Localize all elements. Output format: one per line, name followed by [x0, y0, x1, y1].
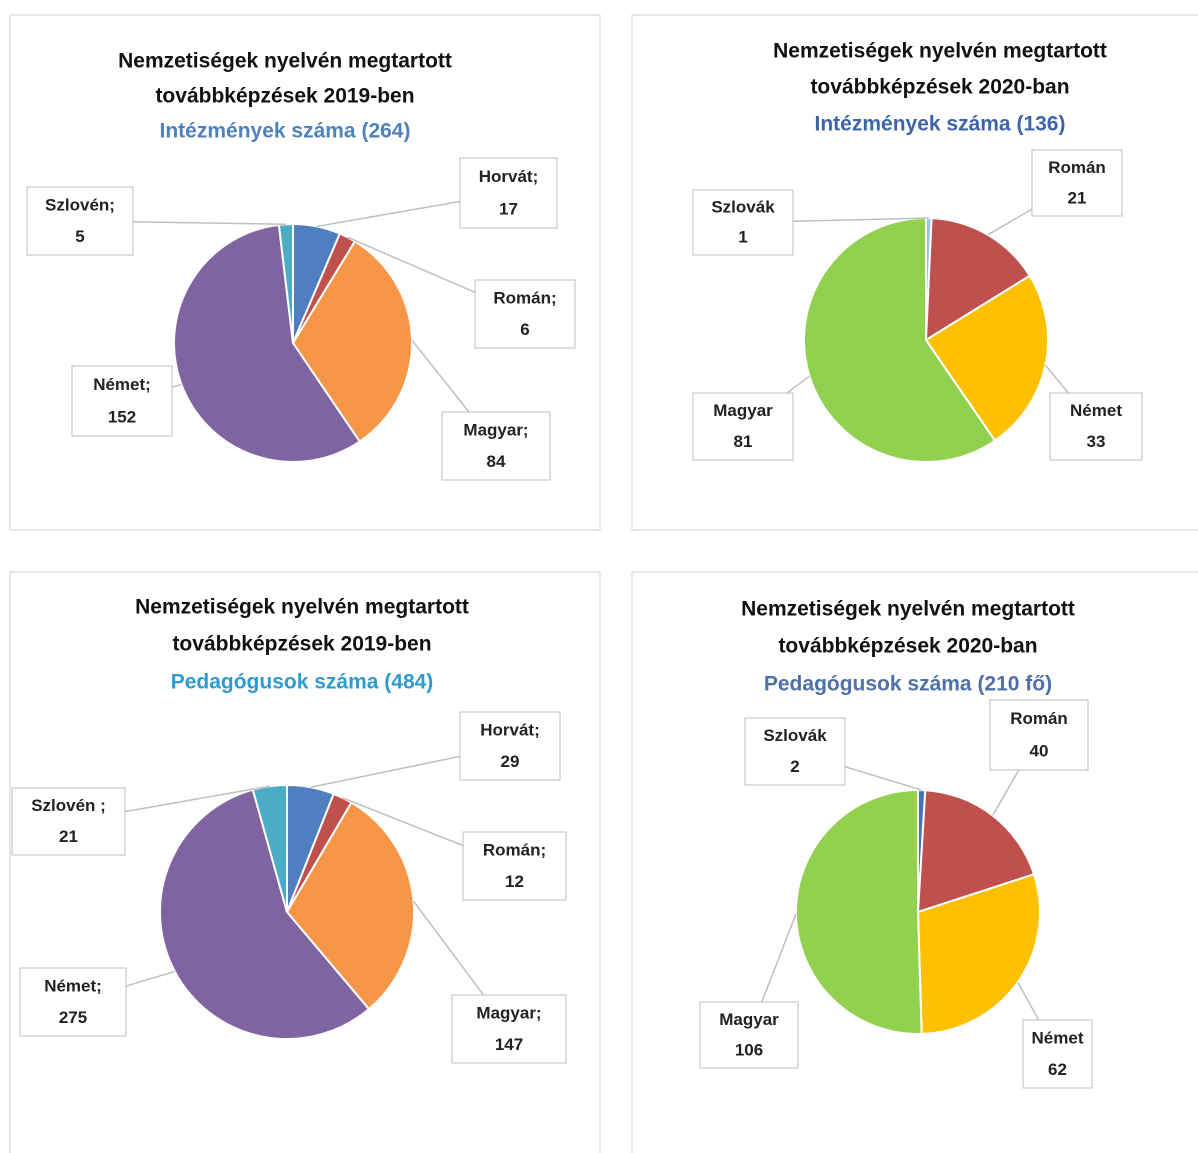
- label-value: 6: [520, 320, 529, 339]
- chart-title: Nemzetiségek nyelvén megtartott: [135, 596, 469, 619]
- label-value: 1: [738, 228, 747, 247]
- label-name: Német: [1032, 1029, 1084, 1048]
- label-value: 84: [487, 452, 506, 471]
- label-value: 275: [59, 1008, 87, 1027]
- chart-title: továbbképzések 2020-ban: [810, 76, 1069, 99]
- label-box: [11, 787, 126, 856]
- panel: [631, 571, 1198, 1153]
- chart-title: Nemzetiségek nyelvén megtartott: [118, 50, 452, 73]
- label-value: 2: [790, 757, 799, 776]
- label-value: 106: [735, 1040, 763, 1059]
- chart-subtitle: Intézmények száma (136): [815, 113, 1066, 136]
- label-name: Román: [1048, 158, 1106, 177]
- label-name: Német;: [44, 977, 102, 996]
- panel: [9, 14, 601, 531]
- label-name: Szlovák: [763, 726, 827, 745]
- label-name: Horvát;: [480, 721, 540, 740]
- panel: [9, 571, 601, 1153]
- pie-slice: [159, 788, 371, 1040]
- chart-subtitle: Pedagógusok száma (210 fő): [764, 673, 1052, 696]
- pie-slice: [924, 274, 1049, 443]
- label-value: 33: [1087, 432, 1106, 451]
- label-name: Magyar: [713, 401, 773, 420]
- label-box: [26, 186, 134, 256]
- label-box: [699, 1001, 799, 1069]
- label-value: 40: [1030, 741, 1049, 760]
- label-box: [19, 967, 127, 1037]
- label-name: Német;: [93, 375, 151, 394]
- chart-title: továbbképzések 2019-ben: [172, 633, 431, 656]
- label-box: [474, 279, 576, 349]
- label-box: [1022, 1019, 1093, 1089]
- label-name: Magyar: [719, 1010, 779, 1029]
- pie-slice: [291, 240, 413, 443]
- pie-slice: [916, 873, 1041, 1035]
- label-name: Magyar;: [476, 1004, 541, 1023]
- label-value: 12: [505, 872, 524, 891]
- pie-slice: [803, 216, 997, 463]
- chart-title: továbbképzések 2019-ben: [155, 85, 414, 108]
- label-box: [441, 411, 551, 481]
- label-name: Szlovén ;: [31, 796, 106, 815]
- label-box: [692, 392, 794, 461]
- label-box: [1049, 392, 1143, 461]
- label-value: 29: [501, 752, 520, 771]
- label-box: [989, 699, 1089, 771]
- label-box: [451, 994, 567, 1064]
- label-name: Szlovén;: [45, 196, 115, 215]
- pie-slice: [285, 801, 415, 1011]
- label-box: [462, 831, 567, 901]
- label-box: [1031, 149, 1123, 217]
- label-name: Szlovák: [711, 198, 775, 217]
- label-value: 17: [499, 199, 518, 218]
- label-value: 152: [108, 407, 136, 426]
- panel: [631, 14, 1198, 531]
- chart-subtitle: Intézmények száma (264): [160, 120, 411, 143]
- label-name: Magyar;: [463, 421, 528, 440]
- chart-title: Nemzetiségek nyelvén megtartott: [773, 40, 1107, 63]
- pie-slice: [795, 788, 923, 1035]
- label-name: Román: [1010, 709, 1068, 728]
- label-name: Román;: [483, 841, 546, 860]
- label-value: 147: [495, 1035, 523, 1054]
- pie-slice: [924, 217, 1032, 342]
- label-box: [71, 365, 173, 437]
- label-value: 21: [1068, 188, 1087, 207]
- chart-title: Nemzetiségek nyelvén megtartott: [741, 598, 1075, 621]
- label-box: [744, 717, 846, 786]
- label-name: Román;: [493, 289, 556, 308]
- label-name: Német: [1070, 401, 1122, 420]
- label-value: 62: [1048, 1060, 1067, 1079]
- label-value: 5: [75, 227, 84, 246]
- chart-title: továbbképzések 2020-ban: [778, 635, 1037, 658]
- label-name: Horvát;: [479, 167, 539, 186]
- label-box: [459, 157, 558, 229]
- chart-subtitle: Pedagógusok száma (484): [171, 671, 434, 694]
- label-value: 81: [734, 432, 753, 451]
- label-box: [459, 711, 561, 781]
- label-box: [692, 189, 794, 256]
- label-value: 21: [59, 827, 78, 846]
